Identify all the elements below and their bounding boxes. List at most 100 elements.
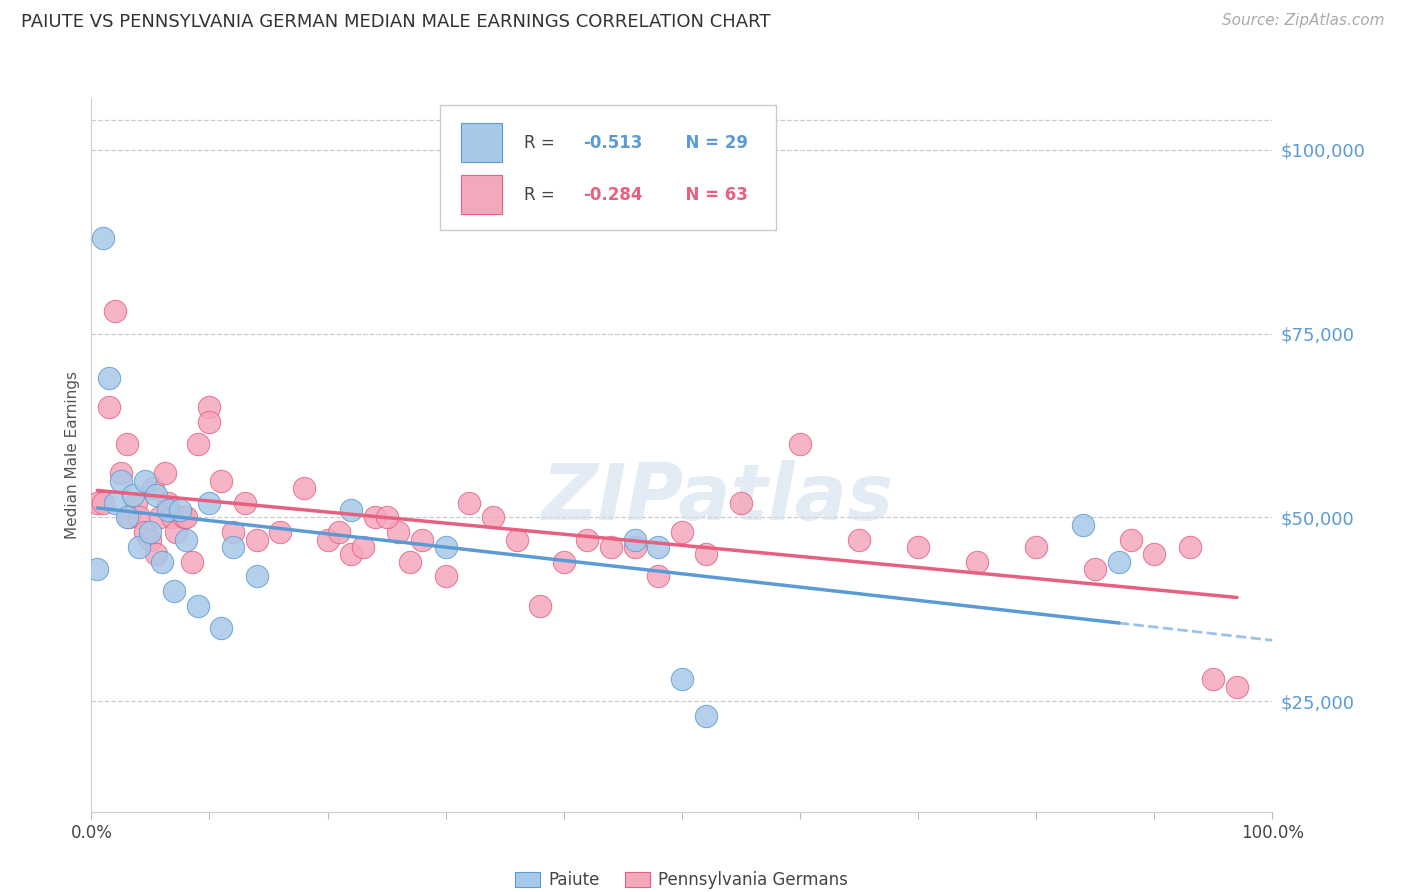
Point (623, 533, 645, 547)
Point (1143, 547, 1166, 561)
Point (104, 304, 127, 318)
Point (139, 533, 162, 547)
Point (246, 533, 269, 547)
Point (187, 437, 209, 451)
Point (647, 540, 669, 554)
Point (907, 540, 929, 554)
FancyBboxPatch shape (461, 175, 502, 214)
Text: -0.284: -0.284 (582, 186, 643, 203)
Point (316, 533, 339, 547)
Point (153, 467, 176, 481)
Point (222, 540, 245, 554)
Point (198, 496, 221, 510)
Point (1202, 673, 1225, 687)
Point (695, 547, 717, 561)
Point (623, 540, 645, 554)
Point (115, 510, 138, 524)
Point (91, 231, 114, 245)
Point (576, 533, 599, 547)
Point (139, 525, 162, 540)
Point (125, 496, 148, 510)
Text: N = 29: N = 29 (673, 134, 748, 152)
Point (730, 496, 752, 510)
Point (399, 555, 422, 569)
Point (134, 525, 156, 540)
Point (1025, 540, 1047, 554)
Point (209, 474, 232, 488)
Point (157, 496, 180, 510)
Y-axis label: Median Male Earnings: Median Male Earnings (65, 371, 80, 539)
Point (411, 533, 433, 547)
Point (246, 569, 269, 583)
Point (98, 400, 121, 414)
Point (789, 437, 811, 451)
Point (180, 555, 202, 569)
Point (187, 599, 209, 613)
Point (340, 503, 363, 517)
Point (553, 555, 575, 569)
Point (128, 540, 150, 554)
Point (91, 496, 114, 510)
Point (1119, 533, 1142, 547)
Point (647, 569, 669, 583)
Point (134, 474, 156, 488)
Point (434, 569, 457, 583)
Point (671, 673, 693, 687)
Point (1084, 562, 1107, 576)
FancyBboxPatch shape (461, 123, 502, 162)
Point (110, 467, 132, 481)
Text: N = 63: N = 63 (673, 186, 748, 203)
Point (160, 510, 183, 524)
Point (165, 525, 187, 540)
Text: Source: ZipAtlas.com: Source: ZipAtlas.com (1222, 13, 1385, 29)
FancyBboxPatch shape (440, 105, 776, 230)
Text: ZIPatlas: ZIPatlas (541, 459, 893, 536)
Point (86, 562, 108, 576)
Point (482, 510, 505, 524)
Point (104, 496, 127, 510)
Point (198, 400, 221, 414)
Point (292, 481, 315, 495)
Point (145, 488, 167, 502)
Point (163, 584, 186, 599)
Point (1226, 680, 1249, 694)
Point (269, 525, 291, 540)
Point (118, 510, 141, 524)
Point (198, 415, 221, 429)
Text: R =: R = (523, 134, 565, 152)
Text: R =: R = (523, 186, 565, 203)
Point (145, 547, 167, 561)
Point (128, 510, 150, 524)
Legend: Paiute, Pennsylvania Germans: Paiute, Pennsylvania Germans (509, 865, 855, 892)
Point (505, 533, 527, 547)
Point (121, 488, 143, 502)
Point (222, 525, 245, 540)
Point (458, 496, 481, 510)
Point (328, 525, 350, 540)
Point (364, 510, 387, 524)
Point (529, 599, 551, 613)
Text: PAIUTE VS PENNSYLVANIA GERMAN MEDIAN MALE EARNINGS CORRELATION CHART: PAIUTE VS PENNSYLVANIA GERMAN MEDIAN MAL… (21, 13, 770, 31)
Point (149, 510, 172, 524)
Point (600, 540, 623, 554)
Point (174, 533, 197, 547)
Point (233, 496, 256, 510)
Point (150, 555, 173, 569)
Point (142, 481, 165, 495)
Text: -0.513: -0.513 (582, 134, 643, 152)
Point (340, 547, 363, 561)
Point (174, 510, 197, 524)
Point (387, 525, 409, 540)
Point (98, 370, 121, 384)
Point (173, 510, 195, 524)
Point (352, 540, 374, 554)
Point (695, 709, 717, 723)
Point (209, 621, 232, 635)
Point (110, 474, 132, 488)
Point (157, 503, 180, 517)
Point (1108, 555, 1130, 569)
Point (671, 525, 693, 540)
Point (86, 496, 108, 510)
Point (434, 540, 457, 554)
Point (115, 437, 138, 451)
